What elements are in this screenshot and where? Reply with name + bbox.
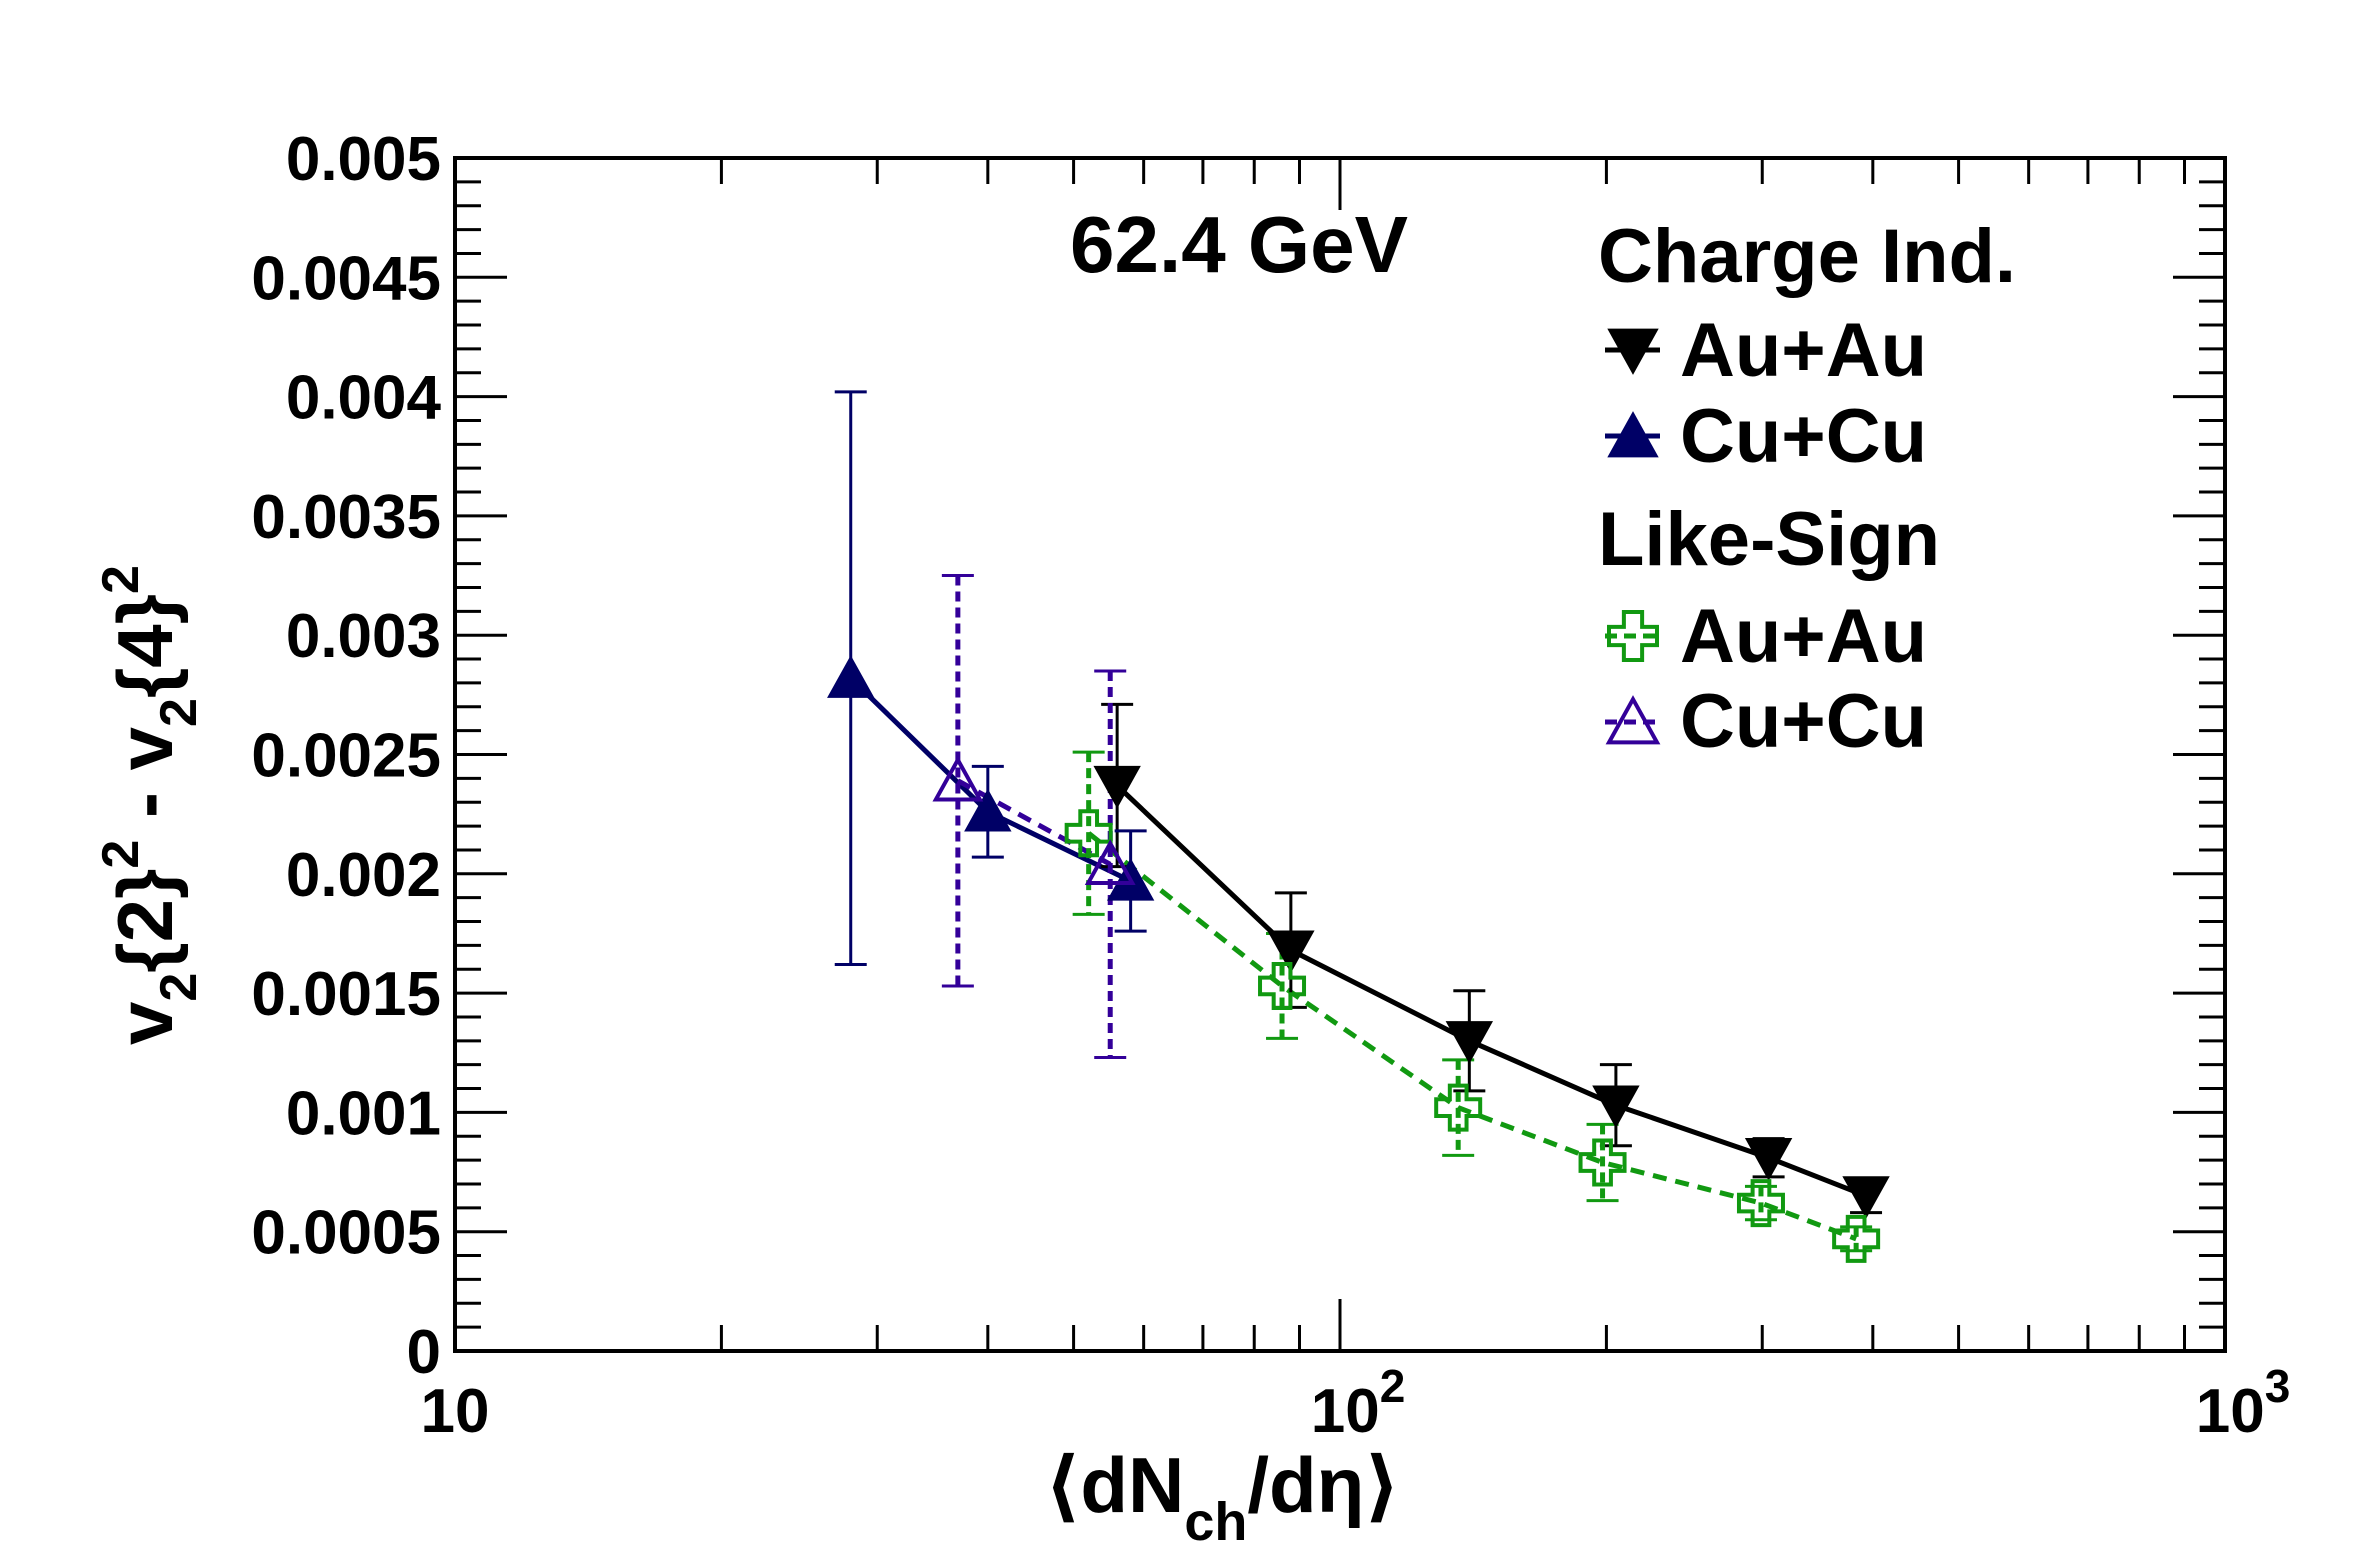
x-tick-label: 103 (2196, 1360, 2291, 1446)
y-tick-label: 0.0045 (251, 244, 441, 313)
legend-markers (1605, 328, 1661, 745)
data-point (827, 655, 875, 698)
y-tick-label: 0.004 (286, 364, 442, 433)
legend-label-ci-auau: Au+Au (1680, 308, 1927, 393)
legend-group-like-sign: Like-Sign (1598, 497, 1940, 582)
x-tick-label: 10 (421, 1377, 490, 1446)
legend-marker (1607, 328, 1659, 375)
legend-group-charge-ind: Charge Ind. (1598, 214, 2016, 299)
data-point (1842, 1176, 1890, 1219)
legend-marker (1607, 610, 1659, 662)
y-tick-label: 0 (407, 1318, 441, 1387)
x-tick-labels: 10 102 103 (421, 1360, 2291, 1446)
data-markers (827, 655, 1890, 1263)
data-point (1258, 961, 1307, 1010)
y-axis-title: v2{2}2 - v2{4}2 (92, 565, 208, 1045)
y-tick-label: 0.001 (286, 1079, 441, 1148)
series-line (1087, 831, 1858, 1242)
energy-annotation: 62.4 GeV (1070, 200, 1408, 289)
data-point (1093, 765, 1141, 809)
x-axis-title: ⟨dNch/dη⟩ (1045, 1441, 1400, 1552)
data-point (1434, 1083, 1483, 1132)
series-line (1115, 783, 1867, 1199)
data-point (1267, 930, 1315, 974)
legend-label-ls-auau: Au+Au (1680, 594, 1927, 679)
y-tick-label: 0.002 (286, 841, 441, 910)
legend: Charge Ind. Like-Sign Au+Au Cu+Cu Au+Au … (1598, 214, 2016, 764)
legend-label-ls-cucu: Cu+Cu (1680, 679, 1927, 764)
data-point (932, 755, 984, 802)
legend-label-ci-cucu: Cu+Cu (1680, 394, 1927, 479)
series-line (956, 778, 1112, 867)
data-point (1744, 1138, 1793, 1181)
data-point (1832, 1214, 1881, 1263)
data-point (964, 788, 1012, 832)
data-point (1084, 839, 1136, 885)
y-tick-label: 0.0035 (251, 483, 441, 552)
data-point (1578, 1138, 1627, 1187)
y-tick-label: 0.0005 (251, 1199, 441, 1268)
data-point (1064, 809, 1113, 858)
y-tick-labels: 0 0.0005 0.001 0.0015 0.002 0.0025 0.003 0.0035… (251, 125, 441, 1387)
data-point (1445, 1021, 1494, 1064)
data-point (1736, 1179, 1785, 1228)
data-point (1592, 1085, 1640, 1129)
y-tick-label: 0.0025 (251, 722, 441, 791)
plot-frame (453, 156, 2227, 1353)
axis-ticks (453, 156, 2227, 1353)
legend-marker (1607, 411, 1659, 458)
series-lines (848, 676, 1867, 1242)
y-tick-label: 0.003 (286, 602, 441, 671)
legend-marker (1605, 695, 1661, 745)
y-tick-label: 0.005 (286, 125, 441, 194)
y-tick-label: 0.0015 (251, 960, 441, 1029)
x-tick-label: 102 (1311, 1360, 1406, 1446)
